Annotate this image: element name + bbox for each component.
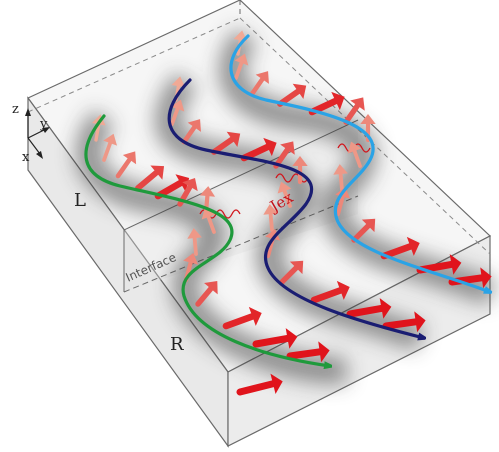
axis-y <box>27 129 45 139</box>
axis-x-head <box>36 151 43 159</box>
spin-arrow-shaft <box>277 87 303 107</box>
helix-green <box>84 114 330 366</box>
spin-arrow-shaft <box>268 210 274 232</box>
spin-arrow-head <box>170 99 185 112</box>
spin-arrow-head <box>379 298 392 319</box>
spin-arrow-head <box>280 141 295 155</box>
spin-arrow-head <box>199 186 216 197</box>
axis-x <box>27 137 41 155</box>
spin-arrow-head <box>414 311 426 333</box>
spin-arrow-head <box>360 114 376 124</box>
axis-y-label: y <box>39 117 48 132</box>
spin-arrow-head <box>204 281 218 295</box>
spin-arrow-shaft <box>351 147 362 168</box>
spin-arrow-head <box>292 156 308 166</box>
spin-arrow-shaft <box>102 139 113 162</box>
exchange-wave-2 <box>275 173 309 183</box>
spin-arrow-shaft <box>279 263 301 285</box>
slab-box <box>27 0 492 448</box>
spin-arrow-shaft <box>335 192 346 217</box>
interface-line-bottom <box>123 195 359 293</box>
spin-arrow-shaft <box>240 142 273 162</box>
spin-arrow-head <box>187 119 201 132</box>
axis-x-label: x <box>22 150 30 165</box>
spin-arrow-shaft <box>380 242 416 260</box>
spin-arrow-shaft <box>252 334 293 348</box>
spin-arrow-head <box>285 328 298 349</box>
spin-arrow-head <box>277 181 292 194</box>
spin-arrow-head <box>263 137 277 157</box>
spin-arrow-shaft <box>338 170 344 192</box>
axis-y-head <box>42 127 50 133</box>
spin-arrow-shaft <box>211 135 237 155</box>
region-left-label: L <box>74 190 86 211</box>
axis-z-head <box>25 108 31 116</box>
axis-z-label: z <box>12 102 19 117</box>
spin-arrow-shaft <box>205 213 216 234</box>
helix-cyan <box>229 34 490 292</box>
spin-arrow-head <box>289 260 304 275</box>
spin-arrow-head <box>347 141 362 154</box>
spin-arrow-head <box>331 91 345 111</box>
spin-arrow-head <box>449 254 462 275</box>
spin-arrow-shaft <box>192 234 198 256</box>
spin-arrow-head <box>201 207 216 220</box>
spin-arrow-head <box>234 53 249 66</box>
spin-arrow-head <box>333 164 348 175</box>
spin-arrow-head <box>175 174 190 192</box>
spin-arrow-head <box>226 131 241 147</box>
spin-arrow-shaft <box>346 304 387 318</box>
spin-arrow-shaft <box>115 155 133 179</box>
helix-navy <box>167 78 424 338</box>
spin-arrow-shaft <box>195 284 215 307</box>
spin-arrow-head <box>270 373 283 394</box>
spin-arrow-head <box>182 178 198 192</box>
spin-arrow-shaft <box>286 348 326 360</box>
spin-arrow-shaft <box>343 101 362 125</box>
spin-arrow-shaft <box>382 318 422 330</box>
spin-arrow-shaft <box>222 312 258 330</box>
spin-arrow-head <box>350 97 365 111</box>
hidden-edge-left <box>27 17 241 113</box>
spin-arrow-shaft <box>236 379 279 396</box>
spin-arrow-head <box>361 218 376 233</box>
spin-arrow-shaft <box>249 75 266 97</box>
spin-arrow-head <box>103 133 118 146</box>
spin-arrow-head <box>91 114 106 126</box>
spin-arrow-shaft <box>135 168 161 191</box>
spin-arrow-head <box>292 83 307 99</box>
spin-arrow-head <box>265 228 281 241</box>
spin-arrow-head <box>150 165 165 180</box>
spin-arrow-shaft <box>308 96 341 116</box>
spin-arrow-head <box>187 228 202 239</box>
spin-arrow-head <box>183 252 199 265</box>
spin-arrow-shaft <box>351 221 373 243</box>
spin-arrow-shaft <box>281 187 292 208</box>
spin-arrow-shaft <box>234 59 245 80</box>
spin-arrow-head <box>480 267 492 289</box>
spin-arrow-head <box>336 280 350 300</box>
slab-right-face <box>227 235 491 447</box>
helix-paths <box>84 34 490 366</box>
spin-arrow-head <box>122 151 137 165</box>
spin-arrow-head <box>255 71 269 84</box>
spin-arrow-head <box>171 76 186 88</box>
spin-arrow-head <box>406 236 420 256</box>
spin-arrow-shaft <box>310 286 346 304</box>
spin-arrow-shaft <box>154 178 186 200</box>
spin-arrow-shaft <box>181 123 198 145</box>
spin-arrow-shaft <box>170 105 181 126</box>
coordinate-axes <box>25 108 50 159</box>
spin-arrow-head <box>318 341 330 363</box>
spin-arrow-head <box>248 306 262 326</box>
spin-arrow-head <box>263 204 278 215</box>
region-right-label: R <box>170 334 184 355</box>
